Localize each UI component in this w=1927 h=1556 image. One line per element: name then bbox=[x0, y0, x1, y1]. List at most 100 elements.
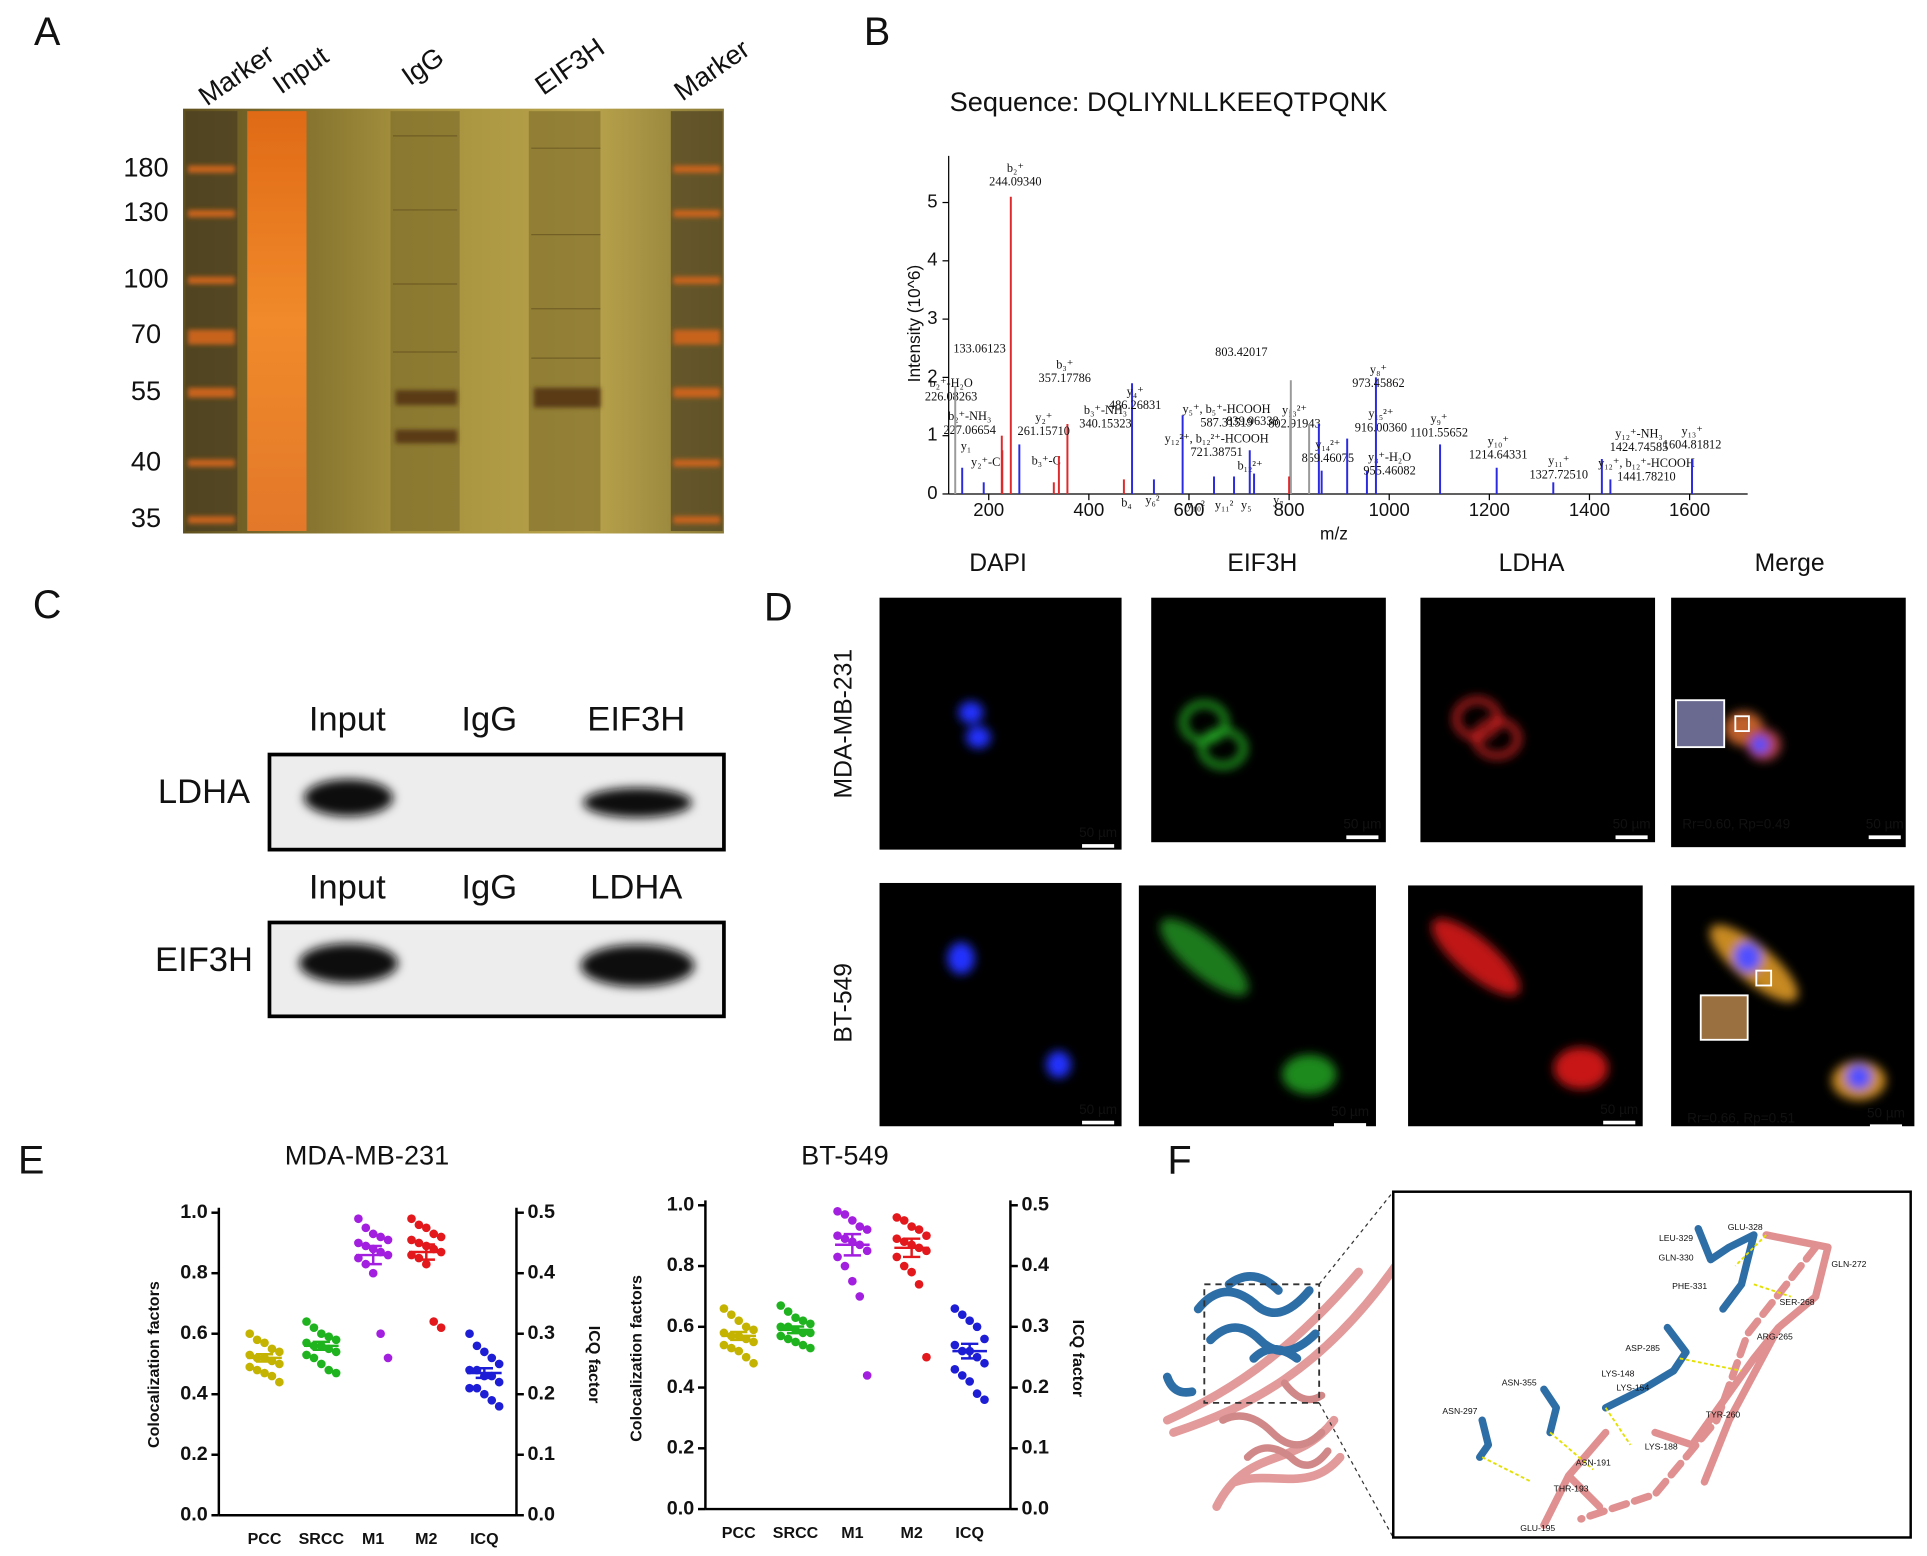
scale-bar-label: 50 µm bbox=[1613, 817, 1651, 832]
data-point bbox=[950, 1340, 960, 1350]
data-point bbox=[833, 1207, 842, 1216]
data-point bbox=[361, 1223, 371, 1233]
residue-label: LYS-148 bbox=[1602, 1369, 1635, 1379]
micrographs-rect bbox=[1420, 597, 1656, 843]
data-point bbox=[950, 1365, 960, 1374]
gel-image-g-rect bbox=[187, 329, 235, 345]
data-point bbox=[309, 1353, 319, 1363]
gel-image-g-rect bbox=[673, 387, 721, 398]
ion-label: y₂⁺ bbox=[1035, 410, 1052, 424]
protein-structure-g bbox=[1475, 1225, 1832, 1529]
residue-label: ASN-297 bbox=[1442, 1406, 1477, 1416]
data-point bbox=[260, 1338, 269, 1348]
ion-label: b₃⁺-C bbox=[1032, 454, 1061, 468]
protein-structure-g-line bbox=[1734, 1234, 1767, 1267]
data-point bbox=[368, 1268, 378, 1278]
data-point bbox=[965, 1316, 974, 1326]
residue-label: ASN-191 bbox=[1576, 1458, 1611, 1468]
micrographs-g-ellipse bbox=[1734, 942, 1762, 972]
data-point bbox=[840, 1210, 850, 1219]
micrographs-g-rect bbox=[1755, 969, 1773, 987]
protein-structure-g-path bbox=[1577, 1243, 1820, 1523]
data-point bbox=[267, 1344, 277, 1354]
x-tick-label: M2 bbox=[415, 1530, 437, 1548]
y-tick-label: 0.6 bbox=[180, 1322, 207, 1344]
chart-title: MDA-MB-231 bbox=[285, 1139, 449, 1170]
x-tick-label: ICQ bbox=[955, 1524, 984, 1542]
western-blot-g-ellipse bbox=[304, 779, 393, 817]
data-point bbox=[907, 1222, 916, 1231]
data-point bbox=[368, 1229, 378, 1239]
micrographs-g-ellipse bbox=[958, 701, 984, 724]
residue-label: THR-193 bbox=[1554, 1484, 1589, 1494]
micrographs-g-ellipse bbox=[1160, 918, 1249, 996]
y-tick-label: 0.0 bbox=[180, 1503, 207, 1525]
ion-label: y₁ bbox=[961, 439, 971, 453]
mz-label: 1101.55652 bbox=[1410, 425, 1468, 439]
mz-label: 1424.74585 bbox=[1610, 440, 1669, 454]
data-point bbox=[302, 1350, 311, 1360]
data-point bbox=[436, 1323, 446, 1332]
coefficient-label: Rr=0.60, Rp=0.49 bbox=[1682, 817, 1790, 832]
micrographs-rect bbox=[879, 882, 1122, 1127]
data-point bbox=[980, 1334, 989, 1344]
western-blot-g bbox=[299, 779, 695, 987]
data-point bbox=[494, 1359, 504, 1369]
data-point bbox=[950, 1304, 960, 1313]
data-point bbox=[383, 1235, 393, 1245]
residue-label: PHE-331 bbox=[1672, 1281, 1707, 1291]
data-point bbox=[472, 1383, 482, 1393]
x-tick-label: PCC bbox=[248, 1530, 282, 1548]
y-tick-label: 5 bbox=[927, 190, 937, 211]
ion-label: y₁₃⁺ bbox=[1681, 424, 1702, 438]
blot-lane-label: Input bbox=[309, 700, 386, 738]
data-point bbox=[275, 1347, 284, 1357]
data-point bbox=[855, 1222, 865, 1231]
data-point bbox=[899, 1261, 909, 1271]
scale-bar-label: 50 µm bbox=[1343, 817, 1381, 832]
y2-tick-label: 0.3 bbox=[1022, 1315, 1049, 1337]
ion-label: y₁₁⁺ bbox=[1548, 454, 1569, 468]
data-point bbox=[862, 1225, 872, 1234]
gel-image-rect bbox=[247, 111, 307, 532]
gel-image-g-rect bbox=[187, 276, 235, 285]
data-point bbox=[862, 1371, 872, 1380]
x-tick-label: M2 bbox=[900, 1524, 922, 1542]
y2-tick-label: 0.0 bbox=[528, 1503, 555, 1525]
mz-label: 226.08263 bbox=[925, 389, 977, 403]
data-point bbox=[892, 1213, 902, 1222]
x-tick-label: 600 bbox=[1174, 499, 1205, 520]
data-point bbox=[798, 1316, 808, 1326]
y2-tick-label: 0.2 bbox=[1022, 1376, 1049, 1398]
data-point bbox=[907, 1267, 916, 1277]
data-point bbox=[252, 1335, 262, 1345]
micrographs-g-rect bbox=[1699, 994, 1749, 1041]
western-blot-g-ellipse bbox=[583, 787, 692, 818]
panel-label: E bbox=[18, 1139, 44, 1183]
protein-structure-g-line bbox=[1549, 1431, 1594, 1471]
column-label: LDHA bbox=[1499, 550, 1565, 577]
micrographs-g-ellipse bbox=[1431, 918, 1521, 996]
ion-label: b₃⁺ bbox=[1056, 357, 1073, 371]
protein-structure-line bbox=[1318, 1191, 1394, 1285]
data-point bbox=[783, 1307, 793, 1316]
data-point bbox=[324, 1332, 334, 1342]
mz-label: 1327.72510 bbox=[1529, 467, 1588, 481]
data-point bbox=[331, 1347, 341, 1357]
blot-lane-label: LDHA bbox=[590, 868, 682, 906]
data-point bbox=[840, 1261, 850, 1271]
panel-label: D bbox=[764, 585, 793, 629]
data-point bbox=[260, 1368, 269, 1378]
residue-label: SER-268 bbox=[1780, 1297, 1815, 1307]
mz-label: 839.96338 bbox=[1226, 414, 1278, 428]
data-point bbox=[833, 1252, 842, 1262]
y2-axis-label: ICQ factor bbox=[585, 1326, 603, 1404]
micrographs-g-ellipse bbox=[965, 726, 991, 749]
x-tick-label: 800 bbox=[1274, 499, 1305, 520]
ion-label: b₂⁺-H₂O bbox=[930, 376, 973, 390]
micrographs-rect bbox=[1151, 597, 1386, 843]
ion-label: y₆² bbox=[1145, 493, 1159, 507]
gel-image-rect bbox=[390, 111, 460, 532]
panel-label: A bbox=[34, 10, 61, 54]
